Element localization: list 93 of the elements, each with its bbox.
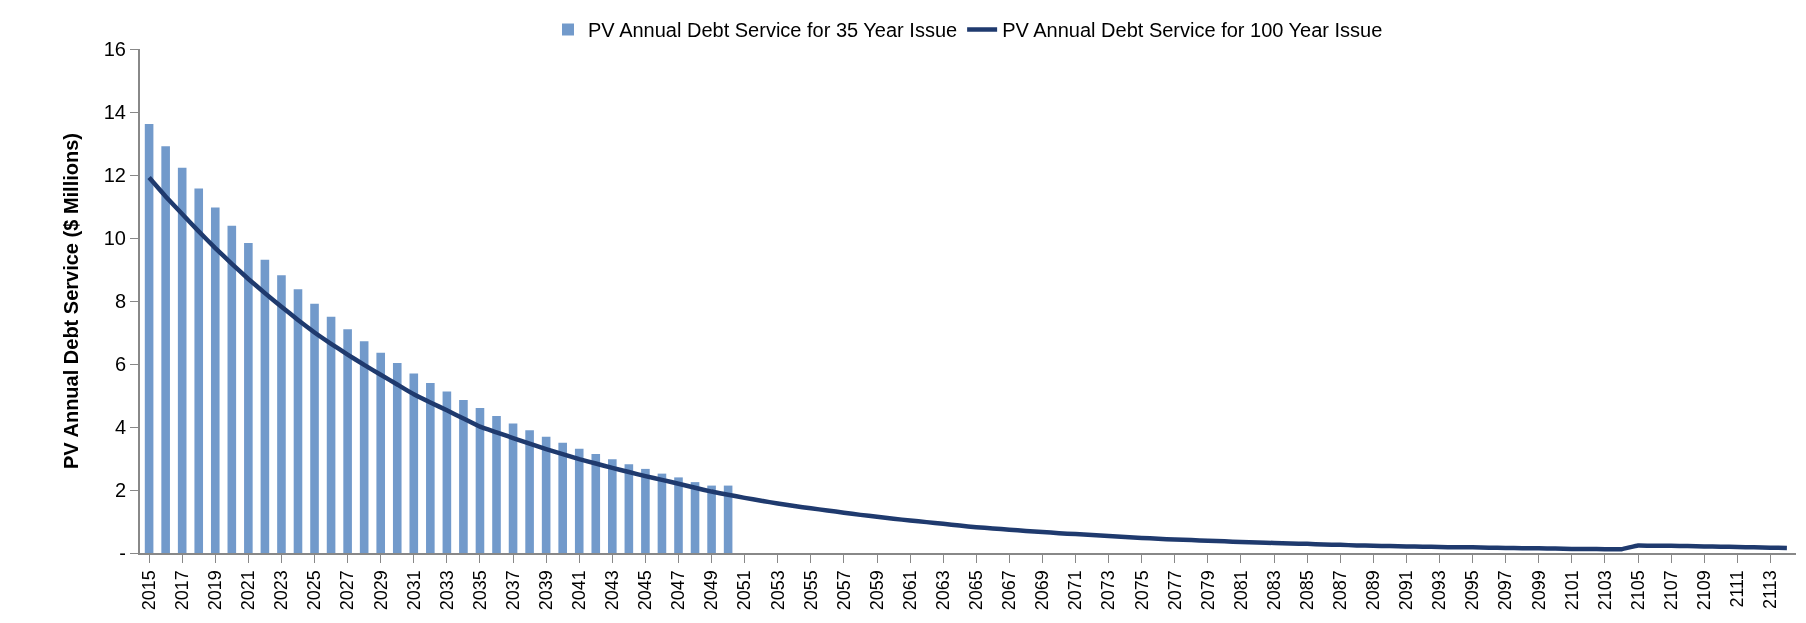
bar bbox=[641, 468, 650, 553]
legend-label: PV Annual Debt Service for 100 Year Issue bbox=[1002, 19, 1383, 42]
bar bbox=[608, 459, 617, 553]
y-tick-label: 4 bbox=[114, 416, 126, 438]
bar bbox=[674, 477, 683, 553]
bar bbox=[244, 243, 253, 553]
bar bbox=[161, 146, 170, 553]
bar bbox=[409, 373, 419, 553]
bar bbox=[492, 415, 501, 553]
x-tick-label: 2105 bbox=[1627, 570, 1648, 611]
x-tick-label: 2085 bbox=[1296, 570, 1317, 611]
bar bbox=[293, 289, 303, 553]
x-tick-label: 2037 bbox=[502, 570, 523, 611]
x-tick-label: 2089 bbox=[1363, 570, 1384, 611]
legend-label: PV Annual Debt Service for 35 Year Issue bbox=[588, 19, 958, 42]
x-tick-label: 2063 bbox=[933, 570, 954, 611]
bar bbox=[591, 454, 601, 553]
x-tick-label: 2055 bbox=[800, 570, 821, 611]
x-tick-label: 2093 bbox=[1429, 570, 1450, 611]
x-tick-label: 2015 bbox=[138, 570, 159, 611]
x-tick-label: 2069 bbox=[1032, 570, 1053, 611]
x-tick-label: 2049 bbox=[701, 570, 722, 611]
bar bbox=[277, 275, 286, 553]
x-tick-label: 2099 bbox=[1528, 570, 1549, 611]
x-tick-label: 2019 bbox=[205, 570, 226, 611]
x-tick-label: 2113 bbox=[1760, 570, 1781, 609]
bar bbox=[475, 408, 485, 553]
x-tick-label: 2023 bbox=[271, 570, 292, 611]
x-tick-label: 2071 bbox=[1065, 570, 1086, 611]
x-tick-label: 2027 bbox=[337, 570, 358, 611]
bar bbox=[194, 188, 204, 553]
x-tick-label: 2047 bbox=[668, 570, 689, 611]
x-tick-label: 2101 bbox=[1561, 570, 1582, 611]
x-tick-label: 2077 bbox=[1164, 570, 1185, 611]
x-tick-label: 2107 bbox=[1660, 570, 1681, 611]
bar bbox=[359, 341, 369, 553]
x-tick-label: 2053 bbox=[767, 570, 788, 611]
x-tick-label: 2017 bbox=[172, 570, 193, 611]
x-tick-label: 2087 bbox=[1330, 570, 1351, 611]
x-tick-label: 2033 bbox=[436, 570, 457, 611]
x-tick-label: 2021 bbox=[238, 570, 259, 611]
y-tick-label: 2 bbox=[114, 479, 126, 501]
bar bbox=[459, 399, 468, 553]
x-tick-label: 2051 bbox=[734, 570, 755, 611]
x-tick-label: 2081 bbox=[1230, 570, 1251, 611]
bar bbox=[574, 448, 584, 553]
bar bbox=[442, 391, 452, 553]
x-tick-label: 2031 bbox=[403, 570, 424, 611]
x-tick-label: 2095 bbox=[1462, 570, 1483, 611]
bar bbox=[392, 363, 402, 553]
x-tick-label: 2065 bbox=[966, 570, 987, 611]
x-tick-label: 2061 bbox=[899, 570, 920, 611]
y-tick-label: - bbox=[119, 542, 126, 564]
y-tick-label: 8 bbox=[114, 290, 126, 312]
x-tick-label: 2035 bbox=[469, 570, 490, 611]
x-tick-label: 2083 bbox=[1263, 570, 1284, 611]
bar bbox=[343, 329, 352, 553]
x-tick-label: 2029 bbox=[370, 570, 391, 611]
x-tick-label: 2039 bbox=[535, 570, 556, 611]
line-series bbox=[146, 175, 1790, 552]
bar bbox=[210, 207, 220, 553]
bar bbox=[227, 225, 237, 553]
y-tick-label: 6 bbox=[114, 353, 126, 375]
x-tick-label: 2079 bbox=[1197, 570, 1218, 611]
y-tick-label: 10 bbox=[103, 227, 126, 249]
x-tick-label: 2073 bbox=[1098, 570, 1119, 611]
y-tick-label: 16 bbox=[103, 38, 126, 60]
y-tick-label: 12 bbox=[103, 164, 126, 186]
bar bbox=[707, 485, 716, 553]
x-tick-label: 2097 bbox=[1495, 570, 1516, 611]
bar bbox=[525, 430, 534, 553]
bar bbox=[260, 259, 270, 553]
bar bbox=[310, 303, 319, 553]
x-tick-label: 2075 bbox=[1131, 570, 1152, 611]
bar bbox=[426, 382, 435, 553]
x-tick-label: 2059 bbox=[866, 570, 887, 611]
bar bbox=[177, 167, 187, 553]
x-tick-label: 2109 bbox=[1694, 570, 1715, 611]
x-tick-label: 2091 bbox=[1396, 570, 1417, 611]
bar bbox=[376, 352, 386, 553]
x-tick-label: 2067 bbox=[999, 570, 1020, 611]
x-tick-label: 2057 bbox=[833, 570, 854, 611]
x-tick-label: 2111 bbox=[1727, 570, 1748, 608]
bar bbox=[558, 442, 567, 553]
y-tick-label: 14 bbox=[103, 101, 126, 123]
x-tick-label: 2045 bbox=[635, 570, 656, 611]
x-tick-label: 2041 bbox=[569, 570, 590, 611]
y-axis-title: PV Annual Debt Service ($ Millions) bbox=[59, 133, 82, 469]
x-tick-label: 2025 bbox=[304, 570, 325, 611]
bar bbox=[144, 123, 154, 553]
x-tick-label: 2043 bbox=[602, 570, 623, 611]
bar bbox=[326, 316, 336, 553]
x-tick-label: 2103 bbox=[1594, 570, 1615, 611]
